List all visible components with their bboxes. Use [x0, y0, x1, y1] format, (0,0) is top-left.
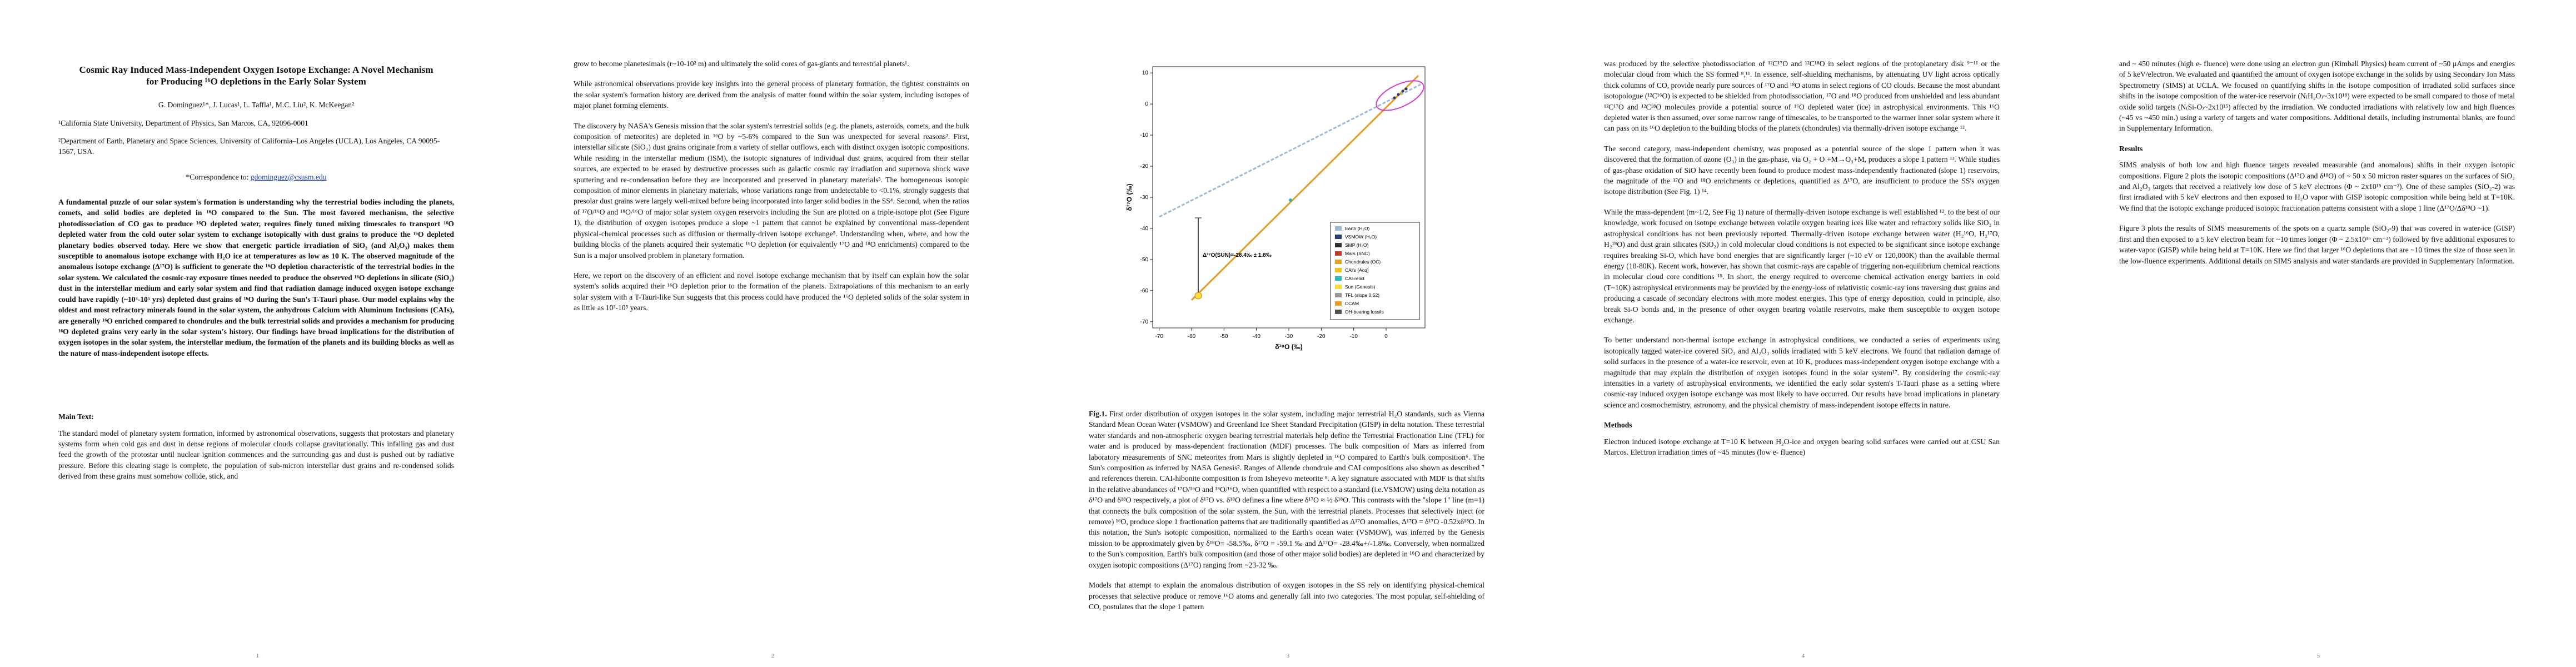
page-body: Cosmic Ray Induced Mass-Independent Oxyg…: [58, 58, 454, 491]
legend-swatch: [1335, 276, 1342, 281]
x-axis-label: δ¹⁸O (‰): [1275, 343, 1303, 351]
y-tick-label: -70: [1140, 319, 1149, 325]
page-number: 5: [2316, 653, 2320, 659]
legend-label: CAI's (Acq): [1345, 267, 1369, 273]
x-tick-label: -60: [1188, 334, 1196, 340]
para: To better understand non-thermal isotope…: [1604, 336, 2000, 409]
y-axis-label: δ¹⁷O (‰): [1125, 184, 1133, 211]
legend-label: SMP (H₂O): [1345, 242, 1369, 248]
y-tick-label: -20: [1140, 163, 1149, 170]
legend-label: TFL (slope 0.52): [1345, 292, 1379, 298]
planet-marker: [1393, 96, 1396, 99]
abstract: A fundamental puzzle of our solar system…: [58, 198, 454, 357]
heading: Results: [2119, 144, 2143, 153]
page-number: 3: [1286, 653, 1290, 659]
x-tick-label: 0: [1384, 334, 1388, 340]
page-number: 1: [256, 653, 260, 659]
sun-marker: [1194, 292, 1202, 300]
legend-swatch: [1335, 310, 1342, 314]
legend-label: Sun (Genesis): [1345, 284, 1375, 290]
legend-swatch: [1335, 243, 1342, 247]
y-tick-label: -40: [1140, 226, 1149, 232]
para: Here, we report on the discovery of an e…: [574, 271, 969, 312]
para: SIMS analysis of both low and high fluen…: [2119, 161, 2515, 212]
para: While astronomical observations provide …: [574, 79, 969, 110]
affil: ¹California State University, Department…: [58, 119, 308, 128]
x-tick-label: -40: [1252, 334, 1260, 340]
legend: Earth (H₂O) VSMOW (H₂O) SMP (H₂O) Mars (SNC…: [1330, 222, 1420, 320]
y-tick-label: 0: [1145, 101, 1148, 107]
y-tick-label: -30: [1140, 195, 1149, 201]
legend-label: CCAM: [1345, 301, 1359, 306]
legend-label: Mars (SNC): [1345, 251, 1370, 256]
para: was produced by the selective photodisso…: [1604, 59, 2000, 133]
planet-marker: [1397, 93, 1400, 96]
page-body: was produced by the selective photodisso…: [1604, 58, 2000, 467]
page-body: Fig.1. First order distribution of oxyge…: [1089, 409, 1484, 621]
page-body: and ~ 450 minutes (high e- fluence) were…: [2119, 58, 2515, 276]
y-tick-label: -50: [1140, 257, 1149, 263]
x-tick-label: -30: [1285, 334, 1293, 340]
page-number: 2: [771, 653, 775, 659]
x-tick-label: -20: [1317, 334, 1326, 340]
page-number: 4: [1801, 653, 1805, 659]
para: and ~ 450 minutes (high e- fluence) were…: [2119, 59, 2515, 133]
tfl-line: [1159, 83, 1421, 218]
correspondence: *Correspondence to: gdominguez@csusm.edu: [58, 172, 454, 182]
correspondence-label: *Correspondence to:: [186, 172, 251, 181]
caption-label: Fig.1.: [1089, 410, 1107, 418]
affil: ²Department of Earth, Planetary and Spac…: [58, 136, 440, 156]
legend-swatch: [1335, 226, 1342, 231]
page: Cosmic Ray Induced Mass-Independent Oxyg…: [0, 0, 515, 667]
planets-ellipse: [1376, 80, 1424, 111]
figure-1: -70 -60 -50 -40 -30 -20 -10 0 -70 -60 -50 -40 -30 -20…: [1125, 66, 1426, 351]
para: While the mass-dependent (m~1/2, See Fig…: [1604, 207, 2000, 324]
legend-swatch: [1335, 235, 1342, 239]
planet-marker: [1404, 87, 1408, 91]
legend-swatch: [1335, 268, 1342, 272]
legend-label: OH-bearing fossils: [1345, 309, 1384, 315]
para: grow to become planetesimals (r~10-10² m…: [574, 59, 909, 68]
title: Cosmic Ray Induced Mass-Independent Oxyg…: [79, 64, 434, 87]
figure-caption: Fig.1. First order distribution of oxyge…: [1089, 409, 1484, 570]
heading: Main Text:: [58, 412, 94, 421]
x-tick-label: -10: [1349, 334, 1358, 340]
legend-box: [1330, 222, 1420, 320]
para: Models that attempt to explain the anoma…: [1089, 581, 1484, 611]
caption-text: First order distribution of oxygen isoto…: [1089, 410, 1484, 569]
page: grow to become planetesimals (r~10-10² m…: [515, 0, 1030, 667]
para: The discovery by NASA's Genesis mission …: [574, 121, 969, 260]
para: The second category, mass-independent ch…: [1604, 144, 2000, 196]
legend-label: Earth (H₂O): [1345, 226, 1370, 231]
planet-marker: [1401, 89, 1404, 93]
legend-label: Chondrules (OC): [1345, 259, 1381, 265]
page: was produced by the selective photodisso…: [1546, 0, 2061, 667]
y-tick-label: 10: [1142, 70, 1149, 76]
legend-label: CAI-relict: [1345, 276, 1365, 281]
page: Fig.1. First order distribution of oxyge…: [1030, 0, 1546, 667]
legend-swatch: [1335, 260, 1342, 264]
x-tick-label: -50: [1220, 334, 1228, 340]
legend-swatch: [1335, 251, 1342, 256]
page-body: grow to become planetesimals (r~10-10² m…: [574, 58, 969, 323]
para: The standard model of planetary system f…: [58, 429, 454, 481]
y-tick-label: -10: [1140, 132, 1149, 138]
y-tick-label: -60: [1140, 288, 1149, 294]
heading: Methods: [1604, 421, 1632, 430]
x-tick-label: -70: [1155, 334, 1163, 340]
delta-annotation: Δ¹⁷O(SUN)=-28.4‰ ± 1.8‰: [1203, 252, 1272, 258]
para: Figure 3 plots the results of SIMS measu…: [2119, 224, 2515, 265]
page: and ~ 450 minutes (high e- fluence) were…: [2061, 0, 2576, 667]
legend-swatch: [1335, 293, 1342, 297]
legend-swatch: [1335, 285, 1342, 289]
legend-label: VSMOW (H₂O): [1345, 234, 1377, 240]
legend-swatch: [1335, 301, 1342, 306]
email-link[interactable]: gdominguez@csusm.edu: [250, 172, 327, 181]
para: Electron induced isotope exchange at T=1…: [1604, 437, 2000, 456]
authors: G. Dominguez¹*, J. Lucas¹, L. Taffla¹, M…: [158, 101, 355, 109]
slope-one-line: [1190, 74, 1419, 301]
caI-marker: [1289, 198, 1292, 202]
